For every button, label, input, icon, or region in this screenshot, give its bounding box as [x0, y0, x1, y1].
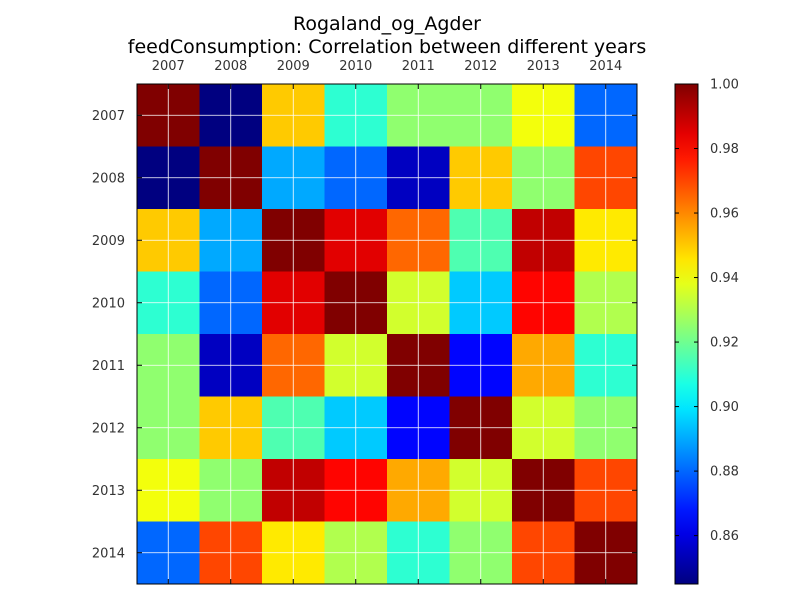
x-tick-label: 2008: [214, 59, 247, 74]
x-tick-label: 2013: [527, 59, 560, 74]
x-tick-label: 2014: [589, 59, 622, 74]
x-tick-label: 2010: [339, 59, 372, 74]
chart-subtitle: feedConsumption: Correlation between dif…: [128, 36, 646, 58]
heatmap-grid: [137, 84, 637, 584]
colorbar-tick-label: 0.94: [710, 271, 739, 286]
y-tick-label: 2014: [92, 546, 125, 561]
x-tick-label: 2007: [152, 59, 185, 74]
chart-title: Rogaland_og_Agder: [293, 13, 481, 35]
y-tick-label: 2012: [92, 421, 125, 436]
colorbar-ticks: 0.86 0.88 0.90 0.92 0.94 0.96 0.98 1.00: [675, 78, 739, 544]
colorbar-tick-label: 0.88: [710, 465, 739, 480]
colorbar-tick-label: 0.96: [710, 207, 739, 222]
y-tick-label: 2007: [92, 109, 125, 124]
x-tick-label: 2012: [464, 59, 497, 74]
colorbar-tick-label: 0.98: [710, 142, 739, 157]
heatmap-frame: [136, 83, 638, 585]
heatmap-cells: [137, 84, 638, 585]
y-tick-label: 2010: [92, 296, 125, 311]
colorbar: [674, 83, 699, 585]
x-tick-label: 2009: [277, 59, 310, 74]
y-tick-label: 2013: [92, 484, 125, 499]
x-axis-ticks: 2007 2008 2009 2010 2011 2012 2013 2014: [152, 59, 622, 584]
colorbar-tick-label: 0.90: [710, 400, 739, 415]
colorbar-tick-label: 0.86: [710, 529, 739, 544]
y-tick-label: 2011: [92, 359, 125, 374]
y-tick-label: 2008: [92, 171, 125, 186]
colorbar-tick-label: 1.00: [710, 78, 739, 93]
colorbar-tick-label: 0.92: [710, 336, 739, 351]
x-tick-label: 2011: [402, 59, 435, 74]
y-axis-ticks: 2007 2008 2009 2010 2011 2012 2013 2014: [92, 109, 637, 561]
y-tick-label: 2009: [92, 234, 125, 249]
